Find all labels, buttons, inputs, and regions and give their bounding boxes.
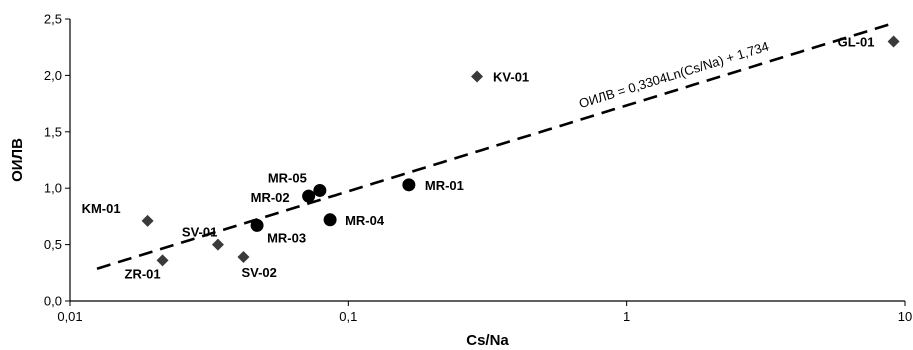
point-label: MR-04	[345, 213, 385, 228]
diamond-point	[156, 254, 169, 267]
point-label: MR-01	[425, 178, 464, 193]
x-ticks: 0,01 0,1 1 10	[57, 301, 912, 324]
circle-point	[323, 213, 337, 227]
diamond-point	[141, 214, 154, 227]
x-tick-label: 0,1	[339, 309, 357, 324]
point-label: MR-05	[268, 170, 307, 185]
y-tick-label: 2,5	[44, 12, 62, 27]
circle-point	[250, 218, 264, 232]
point-label: MR-02	[251, 190, 290, 205]
x-tick-label: 10	[898, 309, 912, 324]
point-label: ZR-01	[125, 266, 161, 281]
point-label: SV-02	[241, 265, 276, 280]
point-label: KV-01	[493, 70, 529, 85]
circle-point	[302, 189, 316, 203]
diamond-point	[471, 70, 484, 83]
point-label: GL-01	[838, 35, 875, 50]
data-points: KM-01 ZR-01 SV-01 SV-02 KV-01 GL-01 MR-05 MR-02…	[82, 35, 900, 281]
y-tick-label: 1,0	[44, 181, 62, 196]
x-axis-title: Cs/Na	[466, 332, 509, 349]
x-tick-label: 1	[623, 309, 630, 324]
point-label: SV-01	[182, 225, 217, 240]
point-label: MR-03	[267, 230, 306, 245]
y-tick-label: 1,5	[44, 124, 62, 139]
circle-point	[313, 183, 327, 197]
diamond-point	[211, 238, 224, 251]
point-label: KM-01	[82, 201, 121, 216]
y-tick-label: 0,0	[44, 294, 62, 309]
circle-point	[402, 178, 416, 192]
y-tick-label: 2,0	[44, 68, 62, 83]
trendline-equation: ОИЛВ = 0,3304Ln(Cs/Na) + 1,734	[577, 39, 770, 112]
diamond-point	[887, 35, 900, 48]
y-tick-label: 0,5	[44, 237, 62, 252]
y-ticks: 0,0 0,5 1,0 1,5 2,0 2,5	[44, 12, 70, 309]
x-tick-label: 0,01	[57, 309, 82, 324]
axes: 0,01 0,1 1 10 0,0 0,5 1,0 1,5 2,0 2,5	[44, 12, 912, 325]
diamond-point	[237, 251, 250, 264]
y-axis-title: ОИЛВ	[9, 138, 26, 182]
trendline	[96, 22, 893, 270]
